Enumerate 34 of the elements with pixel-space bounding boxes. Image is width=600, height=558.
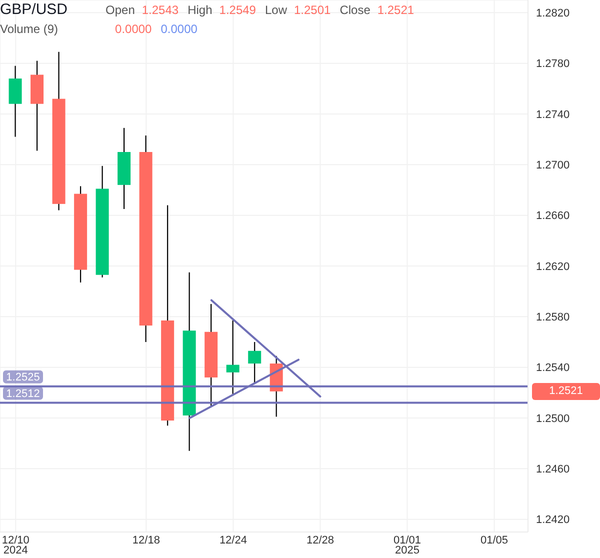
annotation: High [188, 3, 212, 17]
y-tick-label: 1.2500 [536, 412, 570, 425]
annotation: Close [340, 3, 370, 17]
chart-title: GBP/USD [0, 1, 68, 18]
y-tick-label: 1.2700 [536, 160, 570, 172]
candlestick [248, 341, 262, 384]
ref-line-label: 1.2525 [6, 372, 40, 384]
y-tick-label: 1.2780 [536, 58, 570, 70]
candlestick [226, 320, 240, 394]
y-tick-label: 1.2540 [536, 362, 570, 374]
annotation: 0.0000 [160, 22, 198, 36]
annotation: 1.2549 [219, 3, 256, 17]
x-tick-label: 01/05 [480, 534, 508, 546]
y-tick-label: 1.2460 [536, 464, 570, 476]
y-tick-label: 1.2740 [536, 108, 570, 121]
annotation: Volume (9) [0, 22, 58, 36]
y-tick-label: 1.2820 [536, 8, 570, 20]
annotation: Low [264, 3, 287, 17]
x-tick-label: 12/18 [132, 534, 160, 546]
annotation: Open [106, 3, 135, 17]
x-tick-label: 12/24 [219, 534, 247, 546]
y-tick-label: 1.2660 [536, 210, 570, 222]
text: 1.2521 [549, 384, 583, 397]
y-tick-label: 1.2620 [536, 260, 570, 273]
x-tick-label: 12/10 2024 [2, 534, 30, 556]
annotation: 0.0000 [115, 22, 152, 36]
annotation: 1.2501 [294, 3, 331, 17]
x-tick-label: 12/28 [306, 534, 334, 546]
y-tick-label: 1.2420 [536, 514, 570, 526]
x-tick-label: 01/01 2025 [393, 534, 422, 556]
y-tick-label: 1.2580 [536, 312, 570, 324]
annotation: 1.2521 [377, 3, 414, 17]
annotation: 1.2543 [142, 3, 179, 17]
ref-line-label: 1.2512 [6, 388, 40, 400]
